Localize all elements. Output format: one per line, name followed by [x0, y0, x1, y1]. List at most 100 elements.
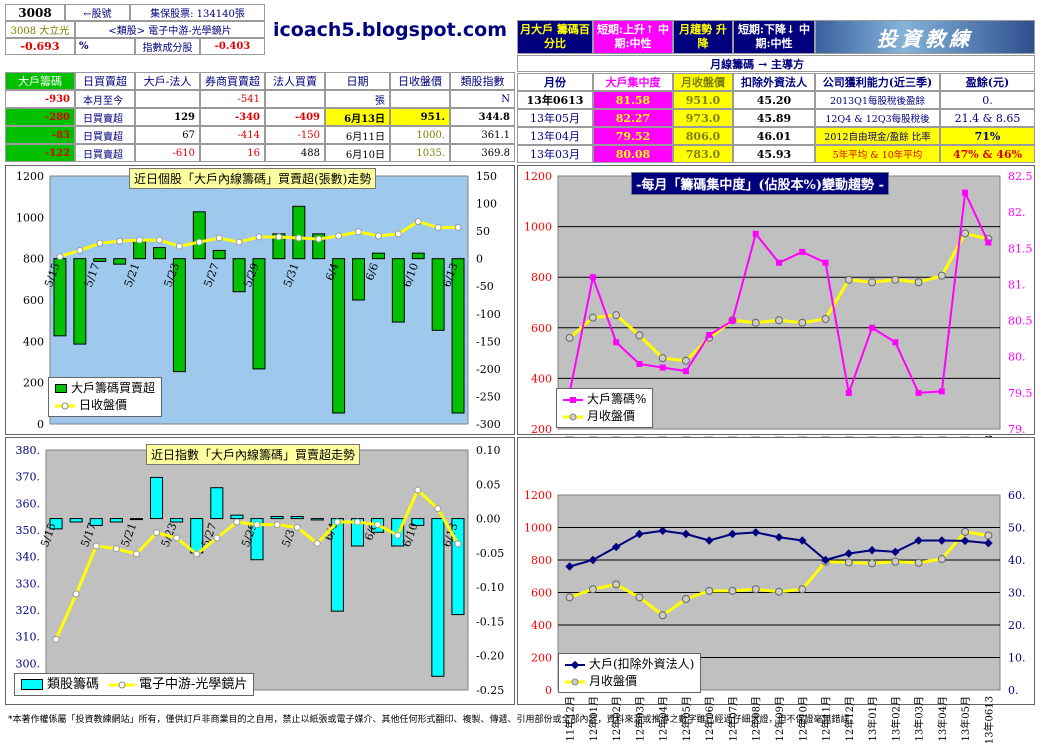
daily-cell: 16	[200, 144, 265, 162]
y-left-tick-label: 0	[37, 418, 44, 431]
data-point	[682, 368, 689, 375]
monthly-cell: 79.52	[593, 127, 673, 145]
monthly-cell: 47% & 46%	[940, 145, 1035, 163]
daily-cell: 日買賣超	[75, 126, 135, 144]
data-point	[565, 333, 574, 342]
daily-cell: 361.1	[450, 126, 515, 144]
y-right-tick-label: 81.5	[1008, 242, 1033, 255]
y-right-tick-label: 10.	[1008, 652, 1026, 665]
data-point	[635, 529, 644, 539]
stock-code[interactable]: 3008	[5, 4, 65, 21]
data-point	[635, 331, 644, 340]
stock-name: 3008 大立光	[5, 21, 75, 38]
x-tick-label: 12年06月	[703, 696, 716, 741]
bar	[190, 518, 204, 554]
daily-cell: 488	[265, 144, 325, 162]
legend-item: 日收盤價	[55, 397, 155, 414]
data-point	[394, 531, 402, 539]
monthly-cell: 45.93	[733, 145, 815, 163]
daily-cell: -409	[265, 108, 325, 126]
bar	[109, 518, 123, 523]
data-point	[589, 274, 596, 281]
y-left-tick-label: 330.	[16, 577, 41, 590]
x-tick-label: 13年02月	[889, 696, 902, 741]
y-left-tick-label: 400	[23, 335, 44, 348]
y-left-tick-label: 380.	[16, 444, 41, 457]
data-point	[153, 529, 161, 537]
chart-panel-3: 290.300.310.320.330.340.350.360.370.380.…	[5, 437, 515, 705]
y-right-tick-label: -0.10	[476, 581, 504, 594]
monthly-cell: 13年05月	[517, 109, 593, 127]
daily-cell	[135, 90, 200, 108]
bar	[232, 258, 246, 293]
x-tick-label: 13年0613	[982, 696, 995, 744]
y-left-tick-label: 200	[23, 377, 44, 390]
chart3-title: 近日指數「大戶內線籌碼」買賣超走勢	[146, 444, 361, 465]
bar	[270, 516, 284, 520]
y-right-tick-label: -0.25	[476, 684, 504, 697]
bar	[113, 258, 127, 265]
chart1-legend: 大戶籌碼買賣超 日收盤價	[48, 377, 163, 417]
bar	[89, 518, 103, 526]
daily-header-cell: 日期	[325, 72, 390, 90]
data-point	[728, 586, 737, 595]
daily-cell: 129	[135, 108, 200, 126]
chart3-legend: 類股籌碼 電子中游-光學鏡片	[14, 673, 255, 696]
y-left-tick-label: 1200	[524, 170, 552, 183]
data-point	[844, 275, 853, 284]
data-point	[914, 278, 923, 287]
chart-stock-daily: 020040060080010001200-300-250-200-150-10…	[16, 170, 501, 431]
bar	[431, 518, 445, 677]
data-point	[275, 233, 283, 241]
legend-item: 電子中游-光學鏡片	[109, 676, 247, 693]
daily-cell: 6月10日	[325, 144, 390, 162]
y-right-tick-label: 0.	[1008, 684, 1019, 697]
pct-change: -0.693	[5, 38, 75, 55]
data-point	[434, 224, 442, 232]
y-left-tick-label: 200	[531, 423, 552, 436]
data-point	[775, 316, 783, 325]
bar	[192, 211, 206, 260]
y-right-tick-label: -50	[476, 280, 494, 293]
data-point	[636, 360, 643, 367]
monthly-cell: 21.4 & 8.65	[940, 109, 1035, 127]
data-point	[752, 230, 759, 237]
y-right-tick-label: -0.15	[476, 615, 504, 628]
data-point	[454, 540, 462, 548]
data-point	[681, 356, 690, 365]
footer-disclaimer: *本著作權係屬「投資教練網站」所有，僅供訂戶非商業目的之自用，禁止以紙張或電子媒…	[8, 715, 859, 725]
blog-title[interactable]: icoach5.blogspot.com	[272, 18, 508, 41]
bar	[290, 516, 304, 520]
x-tick-label: 13年01月	[866, 696, 879, 741]
data-point	[155, 236, 163, 244]
data-point	[984, 531, 993, 540]
bar	[310, 518, 324, 521]
x-tick-label: 6/4	[322, 521, 340, 542]
daily-header-cell: 大戶-法人	[135, 72, 200, 90]
data-point	[799, 248, 806, 255]
logo-banner: 投資教練	[815, 20, 1035, 54]
daily-cell: -610	[135, 144, 200, 162]
x-tick-label: 13年05月	[959, 696, 972, 741]
monthly-header-cell: 大戶集中度	[593, 73, 673, 91]
data-point	[751, 318, 760, 327]
bar	[73, 258, 87, 345]
index-comp-label: 指數成分股	[135, 38, 200, 55]
monthly-cell: 12Q4 & 12Q3每股稅後	[815, 109, 940, 127]
data-point	[235, 238, 243, 246]
daily-cell: 369.8	[450, 144, 515, 162]
x-tick-label: 12年08月	[750, 696, 763, 741]
y-right-tick-label: 150	[476, 170, 497, 183]
legend-item: 大戶(扣除外資法人)	[565, 656, 694, 673]
data-point	[868, 559, 877, 568]
x-tick-label: 12年12月	[843, 696, 856, 741]
data-point	[116, 237, 124, 245]
data-point	[659, 364, 666, 371]
monthly-cell: 45.20	[733, 91, 815, 109]
y-left-tick-label: 350.	[16, 524, 41, 537]
daily-header-cell: 法人買賣	[265, 72, 325, 90]
data-point	[215, 234, 223, 242]
monthly-header-cell: 盈餘(元)	[940, 73, 1035, 91]
y-right-tick-label: 82.5	[1008, 170, 1033, 183]
monthly-cell: 46.01	[733, 127, 815, 145]
